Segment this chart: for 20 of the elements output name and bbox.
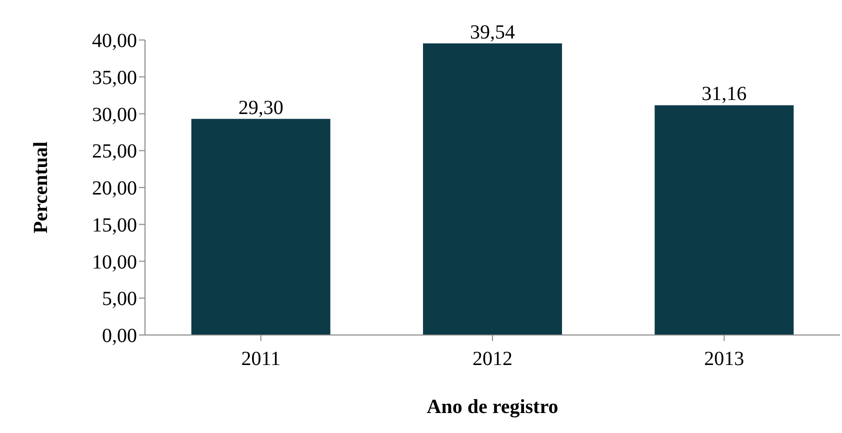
y-tick-label: 0,00 xyxy=(102,325,137,348)
bar xyxy=(423,43,562,335)
y-tick-label: 10,00 xyxy=(92,251,137,274)
y-tick-label: 5,00 xyxy=(102,288,137,310)
x-axis-title: Ano de registro xyxy=(426,396,558,418)
y-tick-label: 20,00 xyxy=(92,178,137,200)
y-tick-label: 40,00 xyxy=(92,30,137,52)
x-tick-label: 2012 xyxy=(472,348,512,370)
data-label: 29,30 xyxy=(238,96,284,119)
y-axis-title: Percentual xyxy=(30,141,52,234)
y-tick-label: 35,00 xyxy=(92,66,137,89)
bar xyxy=(654,105,794,335)
y-tick-label: 30,00 xyxy=(92,104,137,126)
bar xyxy=(191,118,330,335)
x-tick-label: 2011 xyxy=(241,348,280,370)
data-label: 39,54 xyxy=(470,21,515,44)
x-tick-label: 2013 xyxy=(704,348,744,370)
data-label: 31,16 xyxy=(702,83,747,106)
y-tick-label: 15,00 xyxy=(92,214,137,236)
y-tick-label: 25,00 xyxy=(92,140,137,163)
